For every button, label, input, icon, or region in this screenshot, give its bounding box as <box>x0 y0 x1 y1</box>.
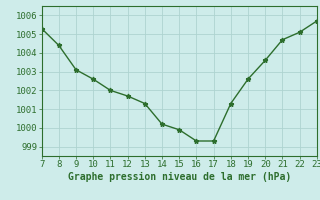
X-axis label: Graphe pression niveau de la mer (hPa): Graphe pression niveau de la mer (hPa) <box>68 172 291 182</box>
